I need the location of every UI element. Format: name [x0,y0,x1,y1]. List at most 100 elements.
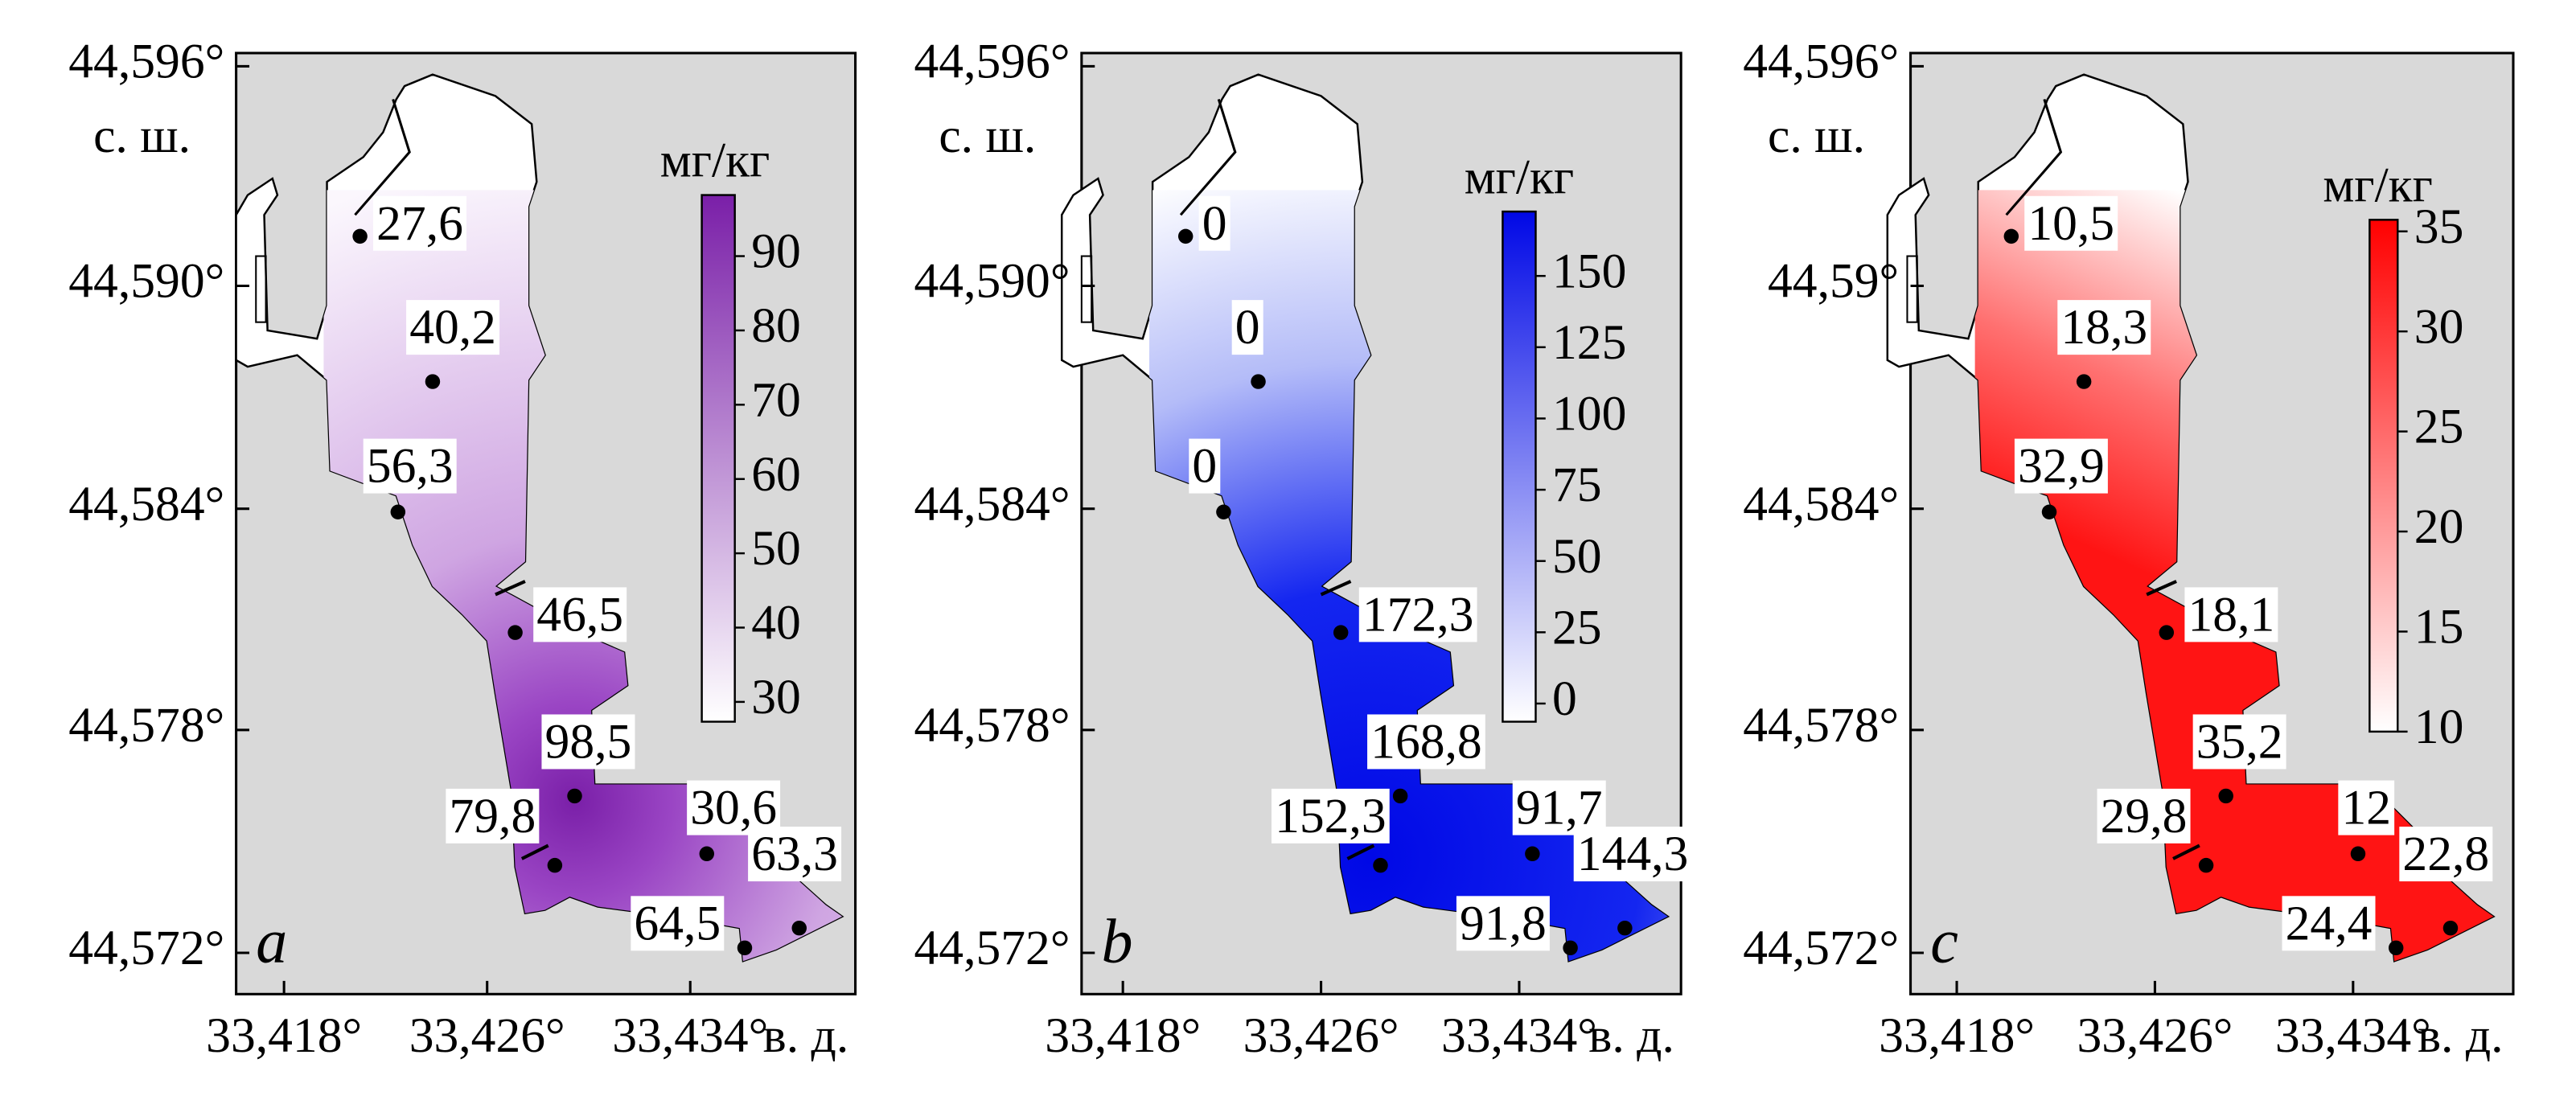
point-label: 98,5 [545,714,632,769]
point-label: 91,8 [1460,896,1547,950]
point-label-box [687,780,781,835]
map-panel: 44,596° 44,590° 44,584° 44,578° 44,572° с. ш.… [68,35,857,1063]
sampling-point [1177,228,1194,244]
colorbar-unit: мг/кг [2323,158,2433,213]
sampling-point [2041,504,2057,520]
point-label: 152,3 [1275,789,1387,843]
lon-tick-label: 33,434° [2275,1008,2431,1063]
point-label-box [1271,788,1390,843]
point-label: 46,5 [536,587,623,642]
colorbar [700,194,736,723]
lon-tick-label: 33,418° [1045,1008,1201,1063]
point-label-box [2192,714,2286,770]
sampling-point [1563,940,1578,956]
colorbar-tick-label: 40 [751,596,801,651]
point-label: 168,8 [1370,714,1482,769]
point-label-box [406,300,500,355]
lat-tick-label: 44,596° [68,35,224,89]
point-label: 30,6 [690,781,777,835]
point-label-box [748,827,842,882]
lat-tick-label: 44,596° [914,35,1070,89]
colorbar-unit: мг/кг [660,133,770,188]
lon-axis-label: в. д. [763,1008,849,1063]
point-label-box [2014,438,2108,494]
colorbar-tick-label: 75 [1552,458,1602,512]
sampling-point [791,920,807,936]
colorbar [2369,219,2399,733]
colorbar-tick-label: 50 [751,521,801,576]
lat-tick-label: 44,596° [1743,35,1899,89]
pier [1346,843,1375,860]
point-label: 79,8 [449,789,536,843]
bay [1886,73,2496,962]
lon-tick-label: 33,434° [612,1008,768,1063]
lon-tick-label: 33,418° [1879,1008,2035,1063]
point-label: 172,3 [1362,587,1474,642]
colorbar-tick-label: 50 [1552,529,1602,584]
point-label: 18,1 [2188,587,2274,642]
lat-tick-label: 44,572° [1743,921,1899,975]
sampling-point [1392,788,1408,804]
pier [2146,580,2177,597]
sampling-point [425,374,441,389]
point-label-box [446,788,540,843]
sampling-point [567,788,582,804]
point-label-box [2057,300,2151,355]
sampling-point [699,846,715,862]
lat-tick-label: 44,578° [68,698,224,753]
pier [354,99,411,216]
point-label-box [1358,587,1477,642]
map-panel: 44,596° 44,590° 44,584° 44,578° 44,572° с. ш.… [914,35,1692,1063]
colorbar-tick-label: 60 [751,447,801,502]
panel-letter: c [1930,906,1958,976]
colorbar-tick-label: 35 [2414,199,2464,254]
colorbar-tick-label: 150 [1552,244,1626,298]
point-label-box [363,438,457,494]
lon-axis-label: в. д. [2418,1008,2504,1063]
dock [1080,255,1093,323]
sampling-point [1617,920,1633,936]
dock [1906,255,1918,323]
sampling-point [2442,920,2459,936]
point-label: 27,6 [376,196,463,251]
point-label-box [1189,438,1221,494]
sampling-point [2388,940,2404,956]
point-label-box [631,896,725,951]
point-label: 24,4 [2286,896,2373,950]
lat-tick-label: 44,572° [68,921,224,975]
point-label-box [373,195,467,251]
point-label: 0 [1192,439,1217,494]
point-label-box [2024,195,2118,251]
point-label: 18,3 [2060,300,2147,355]
lat-axis-label: с. ш. [1768,109,1865,163]
pier [520,843,549,860]
point-label: 40,2 [409,300,496,355]
lat-tick-label: 44,584° [1743,477,1899,532]
sampling-point [2076,374,2092,389]
pier [2005,99,2063,216]
point-label-box [2338,780,2395,835]
sampling-point [352,228,368,244]
sampling-point [2218,788,2233,804]
point-label-box [533,587,627,642]
point-label: 29,8 [2101,789,2188,843]
sampling-point [1251,374,1266,389]
panel-letter: b [1101,906,1132,976]
lat-tick-label: 44,578° [1743,698,1899,753]
point-label: 0 [1202,196,1227,251]
sampling-point [1216,504,1231,520]
point-label-box [2097,788,2191,843]
point-label: 56,3 [367,439,454,494]
lat-tick-label: 44,584° [68,477,224,532]
lon-tick-label: 33,426° [2077,1008,2233,1063]
colorbar-tick-label: 25 [2414,400,2464,454]
sampling-point [1525,846,1540,862]
point-label-box [1573,827,1692,882]
colorbar-tick-label: 10 [2414,700,2464,754]
sampling-point [390,504,406,520]
colorbar-tick-label: 15 [2414,600,2464,655]
point-label-box [2184,587,2278,642]
pier [2172,843,2200,860]
point-label: 22,8 [2402,827,2489,881]
